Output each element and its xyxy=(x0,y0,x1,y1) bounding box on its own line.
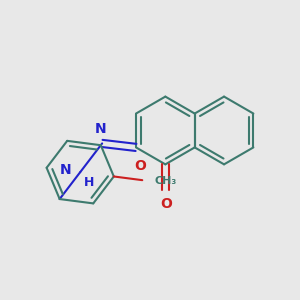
Text: CH₃: CH₃ xyxy=(154,176,176,186)
Text: N: N xyxy=(94,122,106,136)
Text: O: O xyxy=(134,159,146,173)
Text: N: N xyxy=(60,163,71,177)
Text: O: O xyxy=(160,197,172,211)
Text: H: H xyxy=(84,176,94,189)
